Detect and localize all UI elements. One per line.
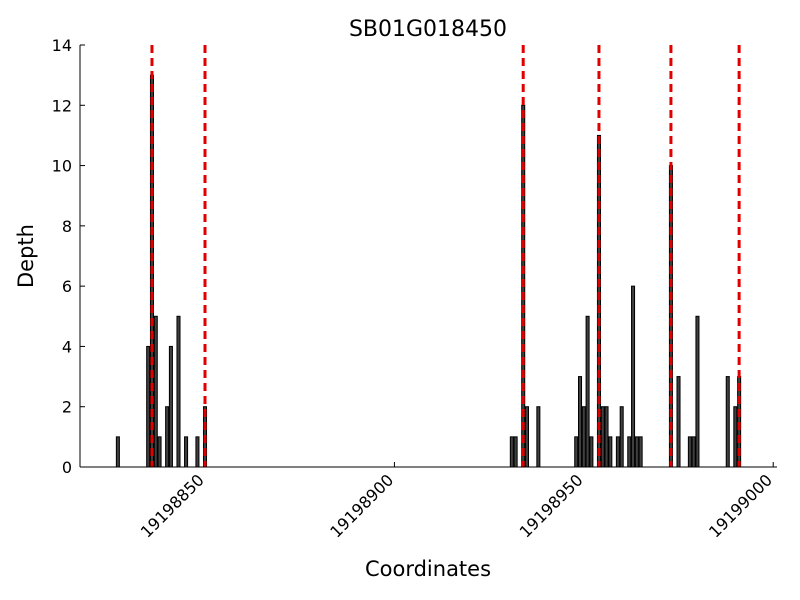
bar [604, 406, 609, 468]
y-tick-label: 14 [52, 36, 72, 55]
bar [509, 436, 514, 468]
y-tick-label: 6 [62, 277, 72, 296]
bar [638, 436, 643, 468]
bar [524, 406, 530, 468]
bar [536, 406, 541, 468]
x-tick-label: 19198900 [326, 470, 397, 541]
bar [600, 406, 605, 468]
x-tick-label: 19198850 [137, 470, 208, 541]
bar [153, 315, 158, 468]
y-tick-label: 2 [62, 398, 72, 417]
y-tick-label: 8 [62, 217, 72, 236]
bar [115, 436, 120, 468]
bar [157, 436, 162, 468]
bar [574, 436, 579, 468]
bar [608, 436, 613, 468]
bar [634, 436, 639, 468]
x-tick-label: 19199000 [705, 470, 776, 541]
bar [513, 436, 518, 468]
bar [733, 406, 738, 468]
bar [695, 315, 700, 468]
y-tick-label: 10 [52, 157, 72, 176]
bar [184, 436, 189, 468]
bar [631, 285, 636, 468]
bar [687, 436, 692, 468]
x-axis-label: Coordinates [365, 557, 491, 581]
bar [676, 376, 681, 468]
bar [596, 134, 601, 468]
bar [165, 406, 170, 468]
y-tick-label: 4 [62, 337, 72, 356]
bar [176, 315, 181, 468]
x-tick-label: 19198950 [516, 470, 587, 541]
y-axis-label: Depth [14, 224, 38, 288]
bar [691, 436, 696, 468]
bar [146, 345, 151, 468]
bar [578, 376, 583, 468]
bar [195, 436, 200, 468]
bar [585, 315, 590, 468]
y-tick-label: 12 [52, 96, 72, 115]
bar [619, 406, 624, 468]
bar [668, 165, 673, 468]
bar [627, 436, 632, 468]
chart-title: SB01G018450 [349, 17, 507, 42]
bar [168, 345, 173, 468]
bar [725, 376, 730, 468]
bar [589, 436, 594, 468]
y-tick-label: 0 [62, 458, 72, 477]
bar [581, 406, 586, 468]
bar [615, 436, 620, 468]
